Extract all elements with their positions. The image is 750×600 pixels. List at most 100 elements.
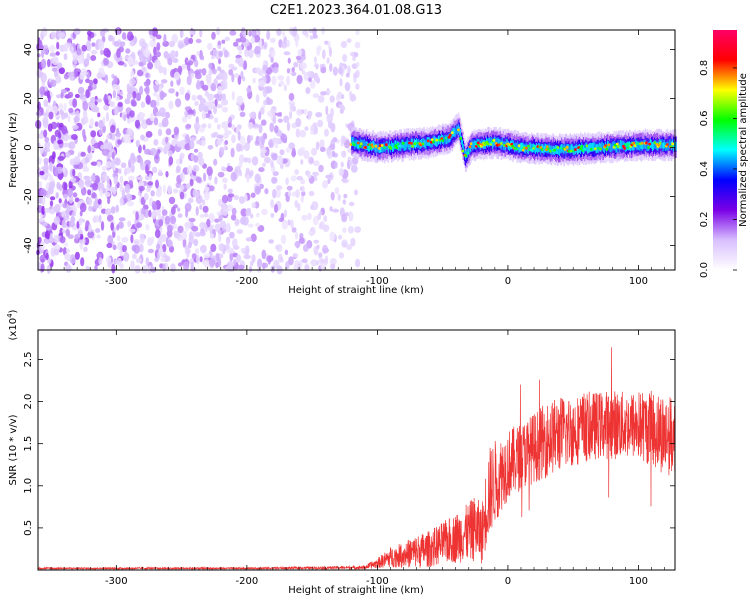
heatmap-cell [575,143,578,153]
heatmap-cell [246,174,250,183]
heatmap-cell [49,200,54,207]
heatmap-cell [250,36,255,45]
heatmap-cell [457,128,461,132]
heatmap-cell [49,45,56,53]
heatmap-cell [134,265,141,274]
heatmap-cell [190,136,197,142]
heatmap-cell [221,39,226,44]
heatmap-cell [258,111,262,121]
heatmap-cell [53,140,59,151]
heatmap-cell [319,146,326,152]
heatmap-cell [315,112,323,118]
heatmap-cell [636,140,638,150]
heatmap-cell [117,101,123,108]
heatmap-cell [310,259,318,267]
heatmap-cell [189,178,194,187]
y-tick-label: 20 [23,92,34,105]
heatmap-cell [565,145,570,149]
heatmap-cell [139,112,146,118]
heatmap-cell [618,146,623,150]
heatmap-cell [77,231,81,238]
heatmap-cell [295,38,299,48]
heatmap-cell [106,134,111,140]
heatmap-cell [280,234,287,245]
heatmap-cell [626,146,630,150]
heatmap-cell [148,173,153,181]
heatmap-cell [39,170,45,176]
heatmap-cell [247,223,254,228]
heatmap-cell [524,146,529,150]
heatmap-cell [406,138,409,148]
heatmap-cell [170,80,174,87]
heatmap-cell [285,147,291,153]
heatmap-cell [329,231,336,242]
heatmap-cell [352,137,354,146]
heatmap-cell [212,131,219,138]
heatmap-cell [178,43,185,49]
heatmap-cell [599,147,603,151]
heatmap-cell [105,161,113,169]
heatmap-cell [223,183,227,190]
heatmap-cell [258,167,265,173]
heatmap-cell [288,92,295,101]
heatmap-cell [317,95,325,103]
heatmap-cell [263,43,267,50]
heatmap-cell [321,26,325,35]
heatmap-cell [272,115,277,124]
heatmap-cell [569,145,572,155]
heatmap-cell [246,87,252,93]
heatmap-cell [266,98,273,105]
heatmap-cell [49,232,53,242]
heatmap-cell [489,138,491,147]
heatmap-cell [167,185,172,195]
heatmap-cell [165,136,169,144]
heatmap-cell [168,156,174,166]
heatmap-cell [303,108,308,116]
heatmap-cell [424,139,426,149]
heatmap-cell [182,238,187,248]
heatmap-cell [283,115,290,123]
heatmap-cell [58,103,64,112]
heatmap-cell [155,179,159,189]
heatmap-cell [172,188,179,194]
heatmap-cell [294,240,301,248]
heatmap-cell [150,148,157,156]
heatmap-cell [396,142,401,146]
heatmap-cell [199,230,206,237]
heatmap-cell [423,138,425,147]
heatmap-cell [231,66,238,71]
heatmap-cell [60,88,68,94]
heatmap-cell [251,202,256,209]
heatmap-cell [191,225,199,232]
heatmap-cell [318,252,323,259]
heatmap-cell [52,100,57,106]
heatmap-cell [224,36,230,42]
heatmap-cell [105,112,109,122]
heatmap-cell [381,144,384,154]
heatmap-cell [119,249,123,257]
heatmap-cell [55,75,62,84]
heatmap-cell [640,141,645,145]
heatmap-cell [633,144,638,148]
heatmap-cell [100,49,104,56]
heatmap-cell [71,134,78,140]
heatmap-cell [548,143,551,152]
heatmap-cell [364,146,368,149]
heatmap-cell [142,123,146,129]
heatmap-cell [193,148,199,153]
heatmap-cell [134,119,140,129]
heatmap-cell [158,247,164,257]
heatmap-cell [395,146,400,150]
heatmap-cell [73,59,78,65]
heatmap-cell [177,207,181,212]
y-tick-label: 2.5 [23,352,34,368]
heatmap-cell [188,37,194,45]
heatmap-cell [141,265,148,274]
heatmap-cell [130,234,134,244]
snr-background [38,330,675,570]
heatmap-cell [270,160,274,168]
heatmap-cell [589,143,591,152]
heatmap-cell [341,94,345,100]
heatmap-cell [96,98,102,103]
